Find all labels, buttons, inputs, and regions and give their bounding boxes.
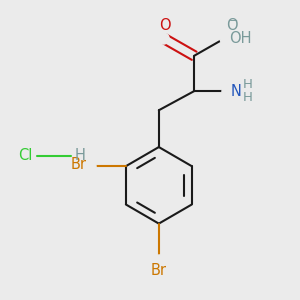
Text: H: H — [243, 91, 253, 104]
Text: O: O — [226, 18, 238, 33]
Text: H: H — [75, 148, 86, 164]
Text: Cl: Cl — [18, 148, 32, 164]
Text: H: H — [243, 78, 253, 91]
Text: O: O — [159, 18, 170, 33]
Text: Br: Br — [151, 263, 167, 278]
Text: OH: OH — [230, 31, 252, 46]
Text: N: N — [231, 84, 242, 99]
Text: Br: Br — [71, 157, 87, 172]
Text: −: − — [229, 16, 238, 26]
